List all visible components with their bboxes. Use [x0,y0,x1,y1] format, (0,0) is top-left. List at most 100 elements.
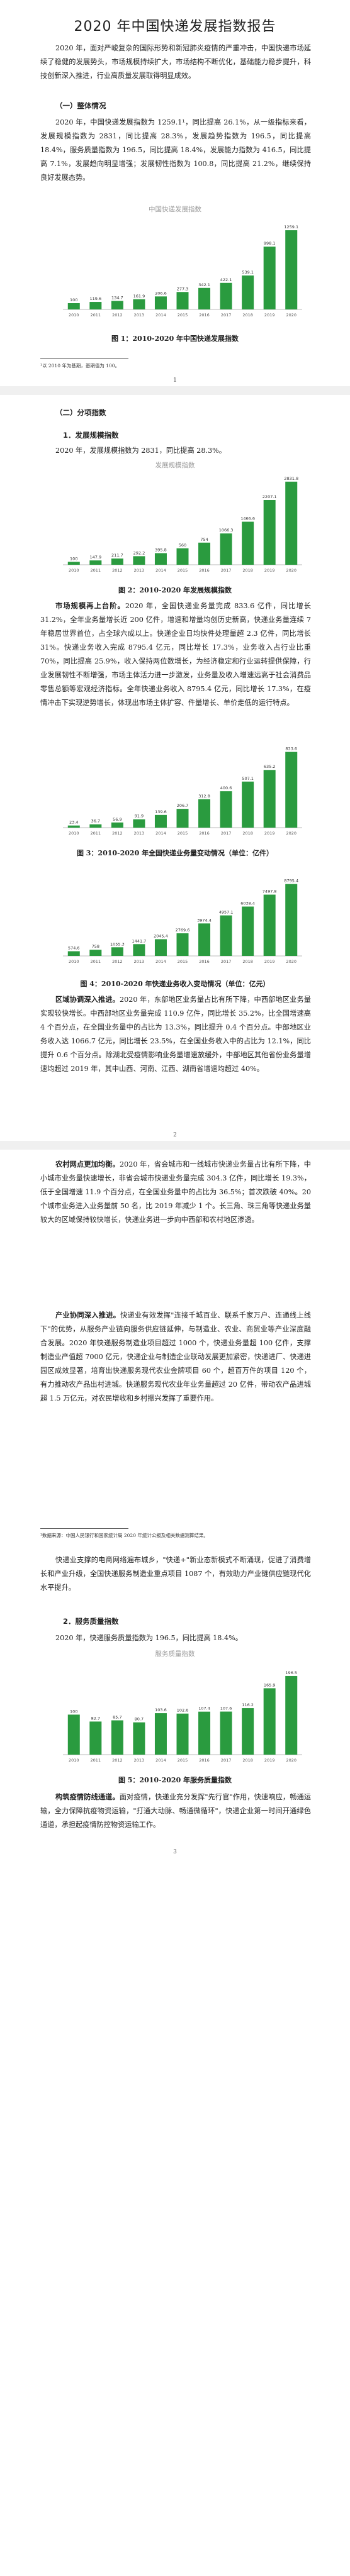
bar-2019 [263,1688,276,1755]
section-scale-heading: 1．发展规模指数 [63,431,119,440]
data-label-2017: 1066.3 [219,528,234,533]
tick-label-2020: 2020 [286,959,296,964]
tick-label-2012: 2012 [112,568,123,573]
tick-label-2014: 2014 [155,831,166,836]
data-label-2014: 103.6 [155,1707,167,1713]
tick-label-2014: 2014 [155,1758,166,1763]
bar-2014 [154,296,167,309]
bar-2015 [176,933,189,956]
bar-2020 [285,884,298,956]
page-break-2 [0,1141,350,1150]
footnote-rule-2 [40,1528,128,1529]
section-items-heading: （二）分项指数 [55,408,106,417]
bar-2012 [111,558,123,565]
bar-2015 [176,292,189,309]
data-label-2015: 2769.6 [176,928,190,933]
intro-paragraph: 2020 年，面对严峻复杂的国际形势和新冠肺炎疫情的严重冲击，中国快递市场延续了… [40,44,311,80]
data-label-2016: 107.4 [198,1706,210,1711]
fig3-caption: 图 3：2010-2020 年全国快递业务量变动情况（单位：亿件） [76,849,274,857]
market-lead: 市场规模再上台阶。 [55,601,125,610]
tick-label-2016: 2016 [199,831,210,836]
tick-label-2016: 2016 [199,1758,210,1763]
industry-lead: 产业协同深入推进。 [55,1311,121,1319]
bar-2010 [67,825,80,828]
page-number-1: 1 [173,377,177,384]
tick-label-2013: 2013 [134,568,145,573]
tick-label-2017: 2017 [221,313,232,318]
fig1-caption: 图 1：2010-2020 年中国快递发展指数 [111,335,239,343]
tick-label-2019: 2019 [264,959,275,964]
fig1-chart: 100 2010 119.6 2011 134.7 2012 161.9 2013 206.6 2… [63,225,302,318]
rural-paragraph: 农村网点更加均衡。2020 年，省会城市和一线城市快递业务量占比有所下降，中小城… [40,1157,311,1227]
data-label-2016: 3974.4 [197,918,212,923]
tick-label-2013: 2013 [134,1758,145,1763]
data-label-2014: 2045.4 [154,933,168,938]
data-label-2019: 635.2 [264,764,276,769]
tick-label-2015: 2015 [178,313,188,318]
tick-label-2011: 2011 [91,568,101,573]
service2-paragraph: 构筑疫情防线通道。面对疫情，快递业充分发挥"先行官"作用，快速响应，畅通运输，全… [40,1790,311,1832]
bar-2015 [176,548,189,565]
page-number-2: 2 [173,1132,177,1138]
tick-label-2012: 2012 [112,1758,123,1763]
page-break-1 [0,386,350,395]
data-label-2014: 139.6 [155,809,167,814]
data-label-2020: 196.5 [285,1670,297,1675]
bar-2019 [263,500,276,565]
bar-2015 [176,1713,189,1755]
data-label-2018: 116.2 [242,1702,254,1707]
tick-label-2018: 2018 [242,568,253,573]
bar-2017 [220,791,232,828]
tick-label-2013: 2013 [134,959,145,964]
region-text: 2020 年，东部地区业务量占比有所下降，中西部地区业务量实现较快增长。中西部地… [40,996,311,1073]
data-label-2018: 6038.4 [240,901,255,906]
tick-label-2017: 2017 [221,831,232,836]
data-label-2019: 998.1 [264,241,276,246]
tick-label-2014: 2014 [155,568,166,573]
bar-2010 [67,1714,80,1755]
section-service-heading: 2．服务质量指数 [63,1617,119,1626]
overall-paragraph: 2020 年，中国快递发展指数为 1259.1¹，同比提高 26.1%，从一级指… [40,118,311,182]
bar-2012 [111,1720,123,1755]
data-label-2011: 119.6 [90,296,102,301]
region-paragraph: 区域协调深入推进。2020 年，东部地区业务量占比有所下降，中西部地区业务量实现… [40,992,311,1076]
data-label-2020: 1259.1 [284,225,298,230]
fig4-caption: 图 4：2010-2020 年快递业务收入变动情况（单位：亿元） [80,980,270,988]
fig5-title: 服务质量指数 [155,1650,195,1658]
industry-paragraph-2: 快递业支撑的电商网络遍布城乡，"快递+"新业态新模式不断涌现，促进了消费增长和产… [40,1556,311,1592]
bar-2017 [220,915,232,956]
tick-label-2017: 2017 [221,1758,232,1763]
scale-paragraph: 2020 年，发展规模指数为 2831，同比提高 28.3%。 [55,447,226,455]
bar-2014 [154,1713,167,1755]
tick-label-2013: 2013 [134,831,145,836]
tick-label-2012: 2012 [112,831,123,836]
bar-2010 [67,951,80,956]
bar-2011 [89,302,102,309]
data-label-2010: 100 [70,1709,77,1714]
industry-paragraph: 产业协同深入推进。快递业有效发挥"连接千城百业、联系千家万户、连通线上线下"的优… [40,1308,311,1406]
bar-2011 [89,824,102,828]
bar-2012 [111,822,123,828]
tick-label-2018: 2018 [242,959,253,964]
data-label-2018: 539.1 [242,270,254,275]
tick-label-2010: 2010 [69,959,79,964]
data-label-2011: 36.7 [91,819,100,824]
bar-2018 [242,521,254,565]
bar-2020 [285,1675,298,1755]
data-label-2010: 574.6 [68,946,80,951]
data-label-2020: 2831.8 [284,476,298,481]
tick-label-2018: 2018 [242,313,253,318]
bar-2018 [242,781,254,828]
bar-2013 [133,944,145,956]
bar-2017 [220,533,232,565]
fig2-title: 发展规模指数 [155,462,195,469]
tick-label-2016: 2016 [199,959,210,964]
tick-label-2014: 2014 [155,959,166,964]
data-label-2013: 292.2 [133,550,145,555]
report-title: 2020 年中国快递发展指数报告 [74,19,276,35]
fig2-chart: 100 2010 147.9 2011 211.7 2012 292.2 2013 395.8 2… [63,476,302,573]
bar-2020 [285,481,298,565]
fig1-title: 中国快递发展指数 [149,206,201,213]
bar-2015 [176,809,189,828]
